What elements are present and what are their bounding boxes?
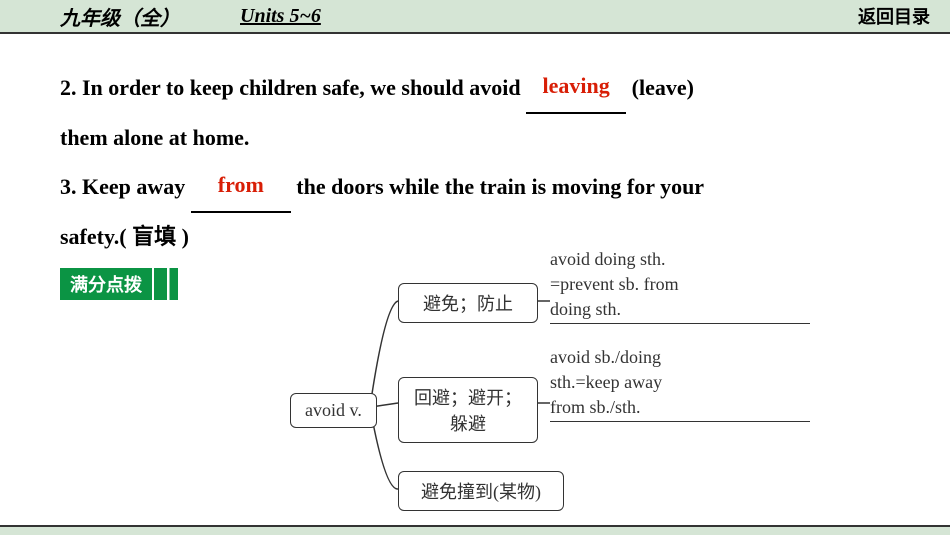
- diagram-desc2: avoid sb./doing sth.=keep away from sb./…: [550, 345, 810, 422]
- diagram-desc1: avoid doing sth. =prevent sb. from doing…: [550, 247, 810, 324]
- footer-line: [0, 525, 950, 535]
- question-2-line2: them alone at home.: [60, 114, 890, 162]
- units-label: Units 5~6: [240, 5, 321, 28]
- grade-label: 九年级（全）: [60, 2, 180, 31]
- header-bar: 九年级（全） Units 5~6 返回目录: [0, 0, 950, 34]
- q2-answer: leaving: [543, 73, 610, 98]
- q3-suffix: the doors while the train is moving for …: [291, 174, 704, 199]
- q3-answer: from: [218, 172, 264, 197]
- desc2c: from sb./sth.: [550, 395, 810, 421]
- desc2b: sth.=keep away: [550, 372, 662, 392]
- desc1a: avoid doing sth.: [550, 249, 666, 269]
- question-3: 3. Keep away from the doors while the tr…: [60, 163, 890, 213]
- diagram-child1: 避免；防止: [398, 283, 538, 323]
- diagram-child2: 回避；避开；躲避: [398, 377, 538, 443]
- q3-blank: from: [191, 163, 291, 213]
- question-2: 2. In order to keep children safe, we sh…: [60, 64, 890, 114]
- q3-prefix: 3. Keep away: [60, 174, 191, 199]
- q2-suffix: (leave): [626, 75, 694, 100]
- q2-prefix: 2. In order to keep children safe, we sh…: [60, 75, 526, 100]
- root-text: avoid v.: [305, 400, 362, 420]
- q2-blank: leaving: [526, 64, 626, 114]
- tip-label: 满分点拨: [60, 268, 152, 300]
- desc2a: avoid sb./doing: [550, 347, 661, 367]
- diagram-root: avoid v.: [290, 393, 377, 428]
- desc1b: =prevent sb. from: [550, 274, 679, 294]
- diagram: avoid v. 避免；防止 回避；避开；躲避 避免撞到(某物) avoid d…: [290, 245, 850, 505]
- diagram-child3: 避免撞到(某物): [398, 471, 564, 511]
- back-link[interactable]: 返回目录: [858, 3, 930, 29]
- desc1c: doing sth.: [550, 297, 810, 323]
